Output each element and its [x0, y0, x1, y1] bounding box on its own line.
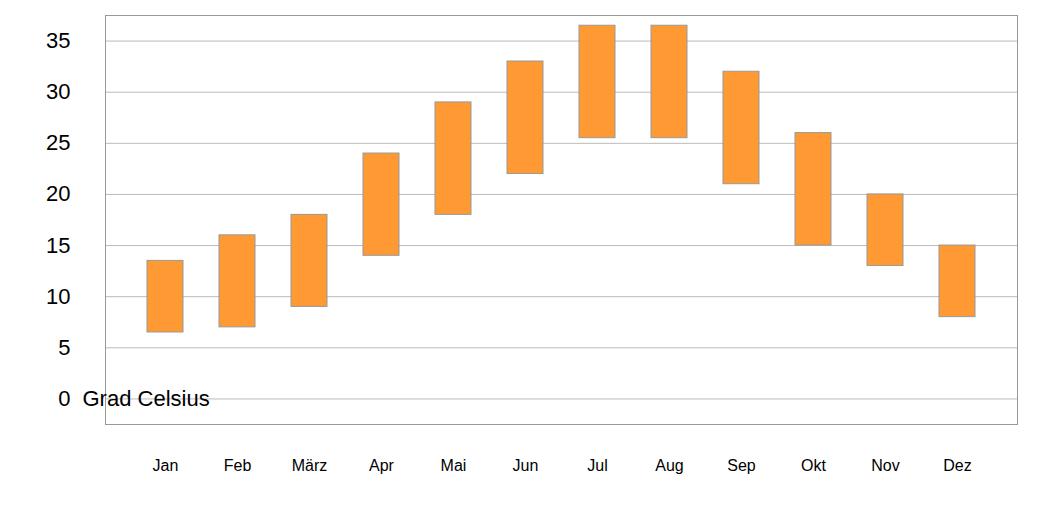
svg-text:Apr: Apr [369, 457, 395, 474]
svg-text:März: März [292, 457, 328, 474]
svg-text:Sep: Sep [727, 457, 756, 474]
svg-text:Jan: Jan [153, 457, 179, 474]
svg-text:30: 30 [46, 79, 70, 104]
svg-text:15: 15 [46, 233, 70, 258]
svg-text:Nov: Nov [871, 457, 899, 474]
svg-text:Dez: Dez [943, 457, 971, 474]
svg-text:Okt: Okt [801, 457, 826, 474]
svg-text:35: 35 [46, 28, 70, 53]
svg-text:20: 20 [46, 181, 70, 206]
svg-text:Grad Celsius: Grad Celsius [83, 386, 210, 411]
svg-text:Jul: Jul [587, 457, 607, 474]
svg-text:Jun: Jun [513, 457, 539, 474]
svg-text:Feb: Feb [224, 457, 252, 474]
svg-text:Aug: Aug [655, 457, 683, 474]
svg-text:25: 25 [46, 130, 70, 155]
svg-text:Mai: Mai [441, 457, 467, 474]
svg-text:5: 5 [58, 335, 70, 360]
svg-text:10: 10 [46, 284, 70, 309]
svg-text:0: 0 [58, 386, 70, 411]
